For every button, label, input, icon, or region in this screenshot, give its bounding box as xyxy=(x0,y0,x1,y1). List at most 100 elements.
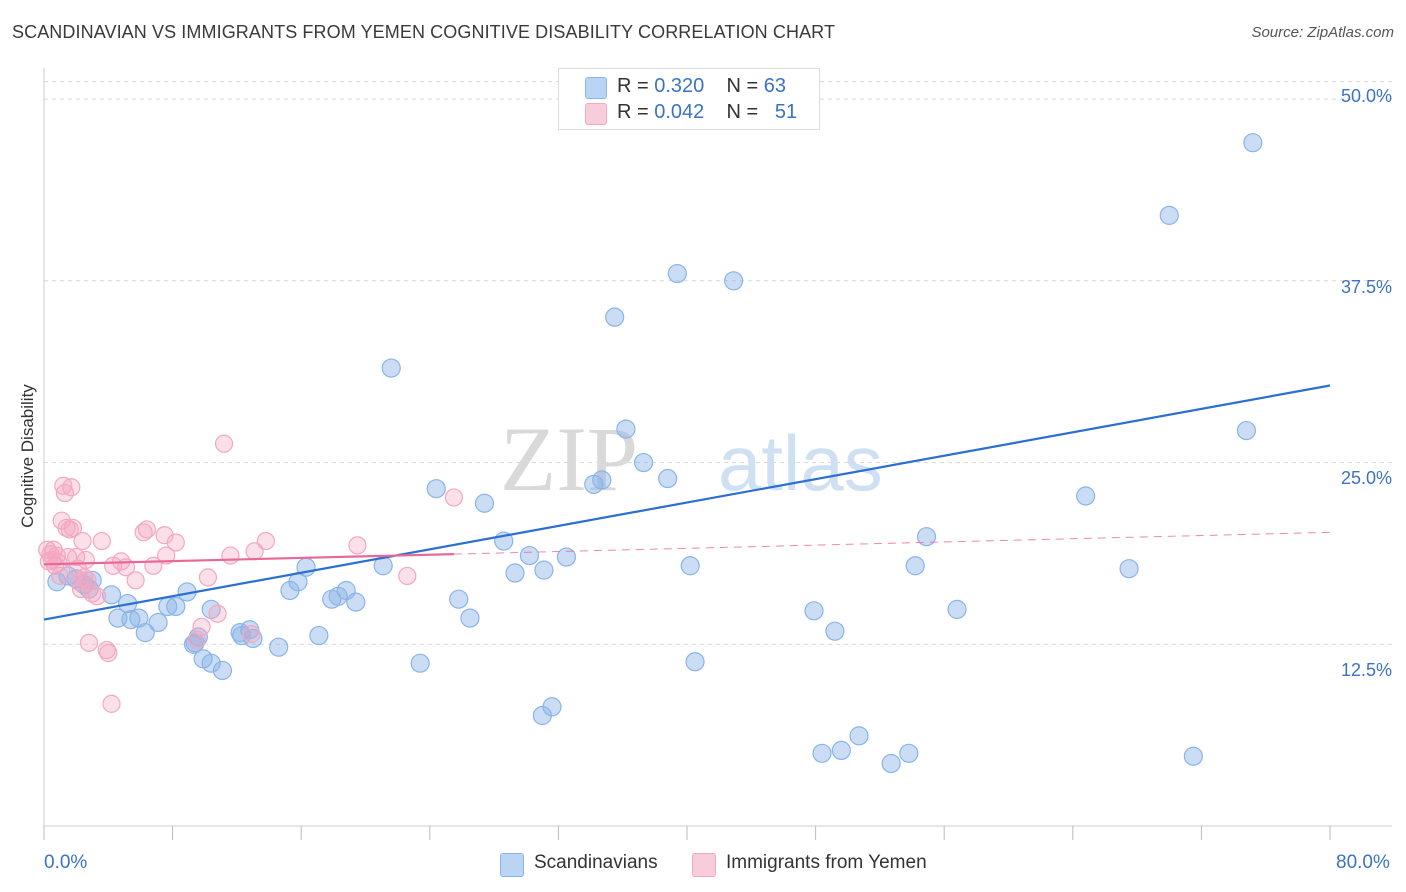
yemen-point xyxy=(92,531,111,551)
scandinavian-point xyxy=(1119,559,1139,579)
scandinavian-point xyxy=(449,589,469,609)
yemen-point xyxy=(137,520,156,539)
bottom-legend-swatch-pink xyxy=(692,853,716,877)
scandinavian-point xyxy=(724,271,744,291)
scandinavian-point xyxy=(410,653,430,673)
watermark-atlas: atlas xyxy=(718,419,883,507)
scandinavian-point xyxy=(101,585,122,605)
x-tick-label-min: 0.0% xyxy=(44,852,88,873)
legend-n-label: N = xyxy=(726,75,764,97)
yemen-point xyxy=(166,533,185,552)
bottom-legend-label: Immigrants from Yemen xyxy=(726,852,927,873)
yemen-point xyxy=(87,587,107,606)
yemen-point xyxy=(157,546,176,565)
yemen-point xyxy=(73,531,92,551)
yemen-point xyxy=(62,478,81,497)
chart-source: Source: ZipAtlas.com xyxy=(1251,24,1394,41)
legend-r-label: R = xyxy=(617,75,655,97)
yemen-point xyxy=(192,617,211,636)
y-tick-label: 12.5% xyxy=(1340,660,1392,680)
bottom-legend-swatch-blue xyxy=(500,853,524,877)
scandinavian-point xyxy=(605,307,625,327)
scandinavian-point xyxy=(685,652,705,672)
yemen-point xyxy=(63,518,83,538)
bottom-legend-label: Scandinavians xyxy=(534,852,658,873)
yemen-trend-line xyxy=(43,553,454,566)
yemen-point xyxy=(198,568,218,587)
scandinavian-point xyxy=(812,743,832,763)
yemen-point xyxy=(99,643,118,663)
scandinavian-point xyxy=(212,660,233,681)
yemen-point xyxy=(83,584,102,603)
yemen-point xyxy=(221,546,240,565)
scandinavian-point xyxy=(905,556,925,576)
axes xyxy=(43,68,1392,840)
scandinavian-point xyxy=(680,556,700,576)
scandinavian-point xyxy=(633,452,654,473)
yemen-point xyxy=(134,523,153,542)
scandinavian-point xyxy=(269,637,289,657)
yemen-point xyxy=(76,550,95,570)
scandinavian-point xyxy=(381,358,401,378)
scandinavian-point xyxy=(532,705,552,726)
scandinavian-point xyxy=(1236,420,1257,441)
yemen-point xyxy=(155,526,174,545)
scandinavian-point xyxy=(899,743,919,763)
scandinavian-point xyxy=(534,560,554,580)
scandinavian-point xyxy=(166,596,186,617)
scandinavian-point xyxy=(916,527,937,547)
yemen-point xyxy=(50,566,70,586)
legend-r-label: R = xyxy=(617,101,655,123)
yemen-point xyxy=(79,633,99,652)
scandinavian-point xyxy=(346,592,366,612)
scandinavian-point xyxy=(201,653,221,673)
scandinavian-point xyxy=(474,493,495,513)
scandinavian-point xyxy=(1243,133,1263,153)
y-tick-label: 37.5% xyxy=(1340,277,1392,297)
yemen-point xyxy=(208,604,227,623)
yemen-trend-line-extension xyxy=(453,531,1331,555)
legend-swatch-pink xyxy=(585,103,607,125)
legend-n-value: 63 xyxy=(763,75,787,97)
scandinavian-point xyxy=(1076,486,1096,506)
scandinavian-point xyxy=(1183,746,1203,766)
yemen-point xyxy=(348,536,367,555)
data-points xyxy=(38,133,1263,774)
yemen-point xyxy=(126,571,145,590)
yemen-point xyxy=(97,640,116,660)
watermark-zip: ZIP xyxy=(500,408,638,510)
scandinavian-point xyxy=(881,753,901,774)
scandinavian-point xyxy=(849,726,869,746)
legend-n-value: 51 xyxy=(774,101,798,123)
scandinavian-trend-line xyxy=(43,384,1331,621)
scandinavian-point xyxy=(825,621,845,641)
y-tick-label: 50.0% xyxy=(1340,86,1392,106)
scandinavian-point xyxy=(505,563,525,583)
scandinavian-point xyxy=(121,609,141,630)
yemen-point xyxy=(102,694,121,713)
scandinavian-point xyxy=(667,263,687,284)
y-tick-label: 25.0% xyxy=(1340,468,1392,488)
scandinavian-point xyxy=(519,545,540,566)
legend-r-value: 0.042 xyxy=(654,101,705,123)
scandinavian-point xyxy=(804,601,824,621)
stats-legend: R = 0.320 N = 63 R = 0.042 N = 51 xyxy=(558,68,820,130)
yemen-point xyxy=(398,566,417,586)
scandinavian-point xyxy=(1159,205,1179,225)
scandinavian-point xyxy=(148,612,168,633)
yemen-point xyxy=(444,488,464,507)
scandinavian-point xyxy=(309,625,329,646)
x-tick-label-max: 80.0% xyxy=(1336,852,1390,873)
legend-swatch-blue xyxy=(585,77,607,99)
legend-n-label: N = xyxy=(726,101,764,123)
scandinavian-point xyxy=(831,740,851,761)
legend-r-value: 0.320 xyxy=(654,75,705,97)
trend-lines xyxy=(43,384,1331,621)
chart-title: SCANDINAVIAN VS IMMIGRANTS FROM YEMEN CO… xyxy=(12,22,836,42)
scandinavian-point xyxy=(658,468,678,489)
scandinavian-point xyxy=(947,599,967,619)
scandinavian-point xyxy=(616,419,636,439)
yemen-point xyxy=(256,531,275,551)
scandinavian-point xyxy=(135,623,155,643)
